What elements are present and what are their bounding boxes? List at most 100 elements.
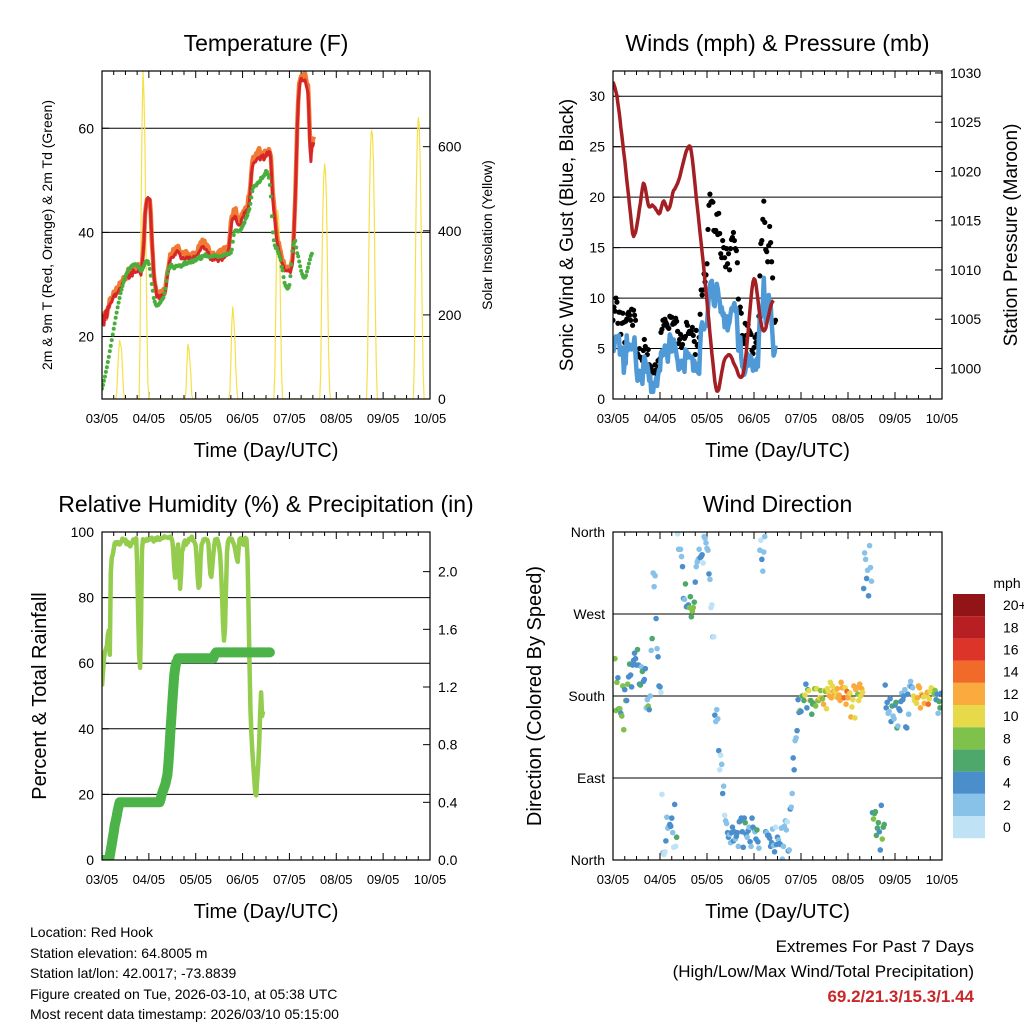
dewpoint-point [110,332,115,337]
wind-direction-point [702,535,708,542]
dewpoint-point [279,264,284,269]
x-tick-label: 05/05 [179,411,212,426]
wind-direction-point [617,705,623,712]
wind-direction-point [861,550,868,556]
gust-point [723,246,730,252]
panel-3: Wind Direction Time (Day/UTC) Direction (C… [524,491,958,923]
wind-direction-point [748,843,754,850]
wind-direction-point [834,685,841,692]
wind-direction-point [664,814,670,820]
dewpoint-point [305,265,310,270]
y-tick-label: 60 [78,120,94,136]
dewpoint-point [289,262,294,267]
wind-direction-point [756,845,762,851]
wind-direction-point [721,812,728,819]
dewpoint-point [287,282,292,287]
dewpoint-point [277,254,282,259]
dewpoint-point [111,326,116,331]
colorbar-label: 8 [1003,730,1011,746]
wind-direction-point [747,838,753,845]
wind-direction-point [628,684,635,690]
y2-tick-label: 200 [438,307,462,323]
gust-point [730,229,737,236]
dewpoint-point [104,365,109,370]
gust-point [615,320,621,326]
wind-direction-point [772,824,779,830]
wind-direction-point [672,843,679,850]
gust-point [765,259,771,265]
plot-border [612,70,943,400]
wind-direction-point [875,819,882,826]
y2-tick-label: 0.4 [438,794,458,810]
x-tick-label: 04/05 [133,411,166,426]
dewpoint-point [247,206,252,211]
wind-direction-point [897,707,903,714]
dewpoint-point [229,247,234,252]
dewpoint-point [162,291,167,296]
gust-point [688,328,694,334]
gust-point [713,227,719,234]
wind-direction-point [925,701,932,707]
dewpoint-point [103,369,108,374]
wind-direction-point [838,679,844,686]
wind-direction-point [759,556,765,563]
dewpoint-point [161,295,166,300]
wind-direction-point [907,678,914,685]
wind-direction-point [713,706,720,713]
colorbar-label: 6 [1003,753,1011,769]
panel-title: Wind Direction [703,491,853,517]
y2-tick-label: 0.8 [438,737,458,753]
wind-direction-point [801,697,807,704]
gust-point [689,324,695,330]
y-tick-label: 30 [589,88,605,104]
x-tick-label: 10/05 [926,872,959,887]
dewpoint-point [278,257,283,262]
wind-direction-point [706,571,712,577]
wind-direction-point [872,808,879,815]
wind-direction-point [699,551,705,558]
y-tick-label: 20 [78,786,94,802]
wind-direction-point [881,821,888,828]
gust-point [726,267,733,273]
series-total-precipitation [102,647,275,860]
wind-direction-point [850,696,856,703]
dewpoint-point [120,284,125,289]
wind-direction-point [667,823,674,830]
wind-direction-point [868,578,875,584]
wind-direction-point [655,654,661,660]
wind-direction-point [690,604,697,611]
y2-axis-label: Solar Insolation (Yellow) [479,160,495,310]
created-text: Figure created on Tue, 2026-03-10, at 05… [30,985,338,1002]
wind-direction-point [788,804,795,810]
colorbar-swatch [953,705,985,728]
wind-direction-point [620,726,627,733]
wind-direction-point [723,820,730,827]
y-tick-label: 100 [71,524,95,540]
gust-point [645,346,651,353]
wind-direction-point [829,683,836,689]
gust-point [720,237,726,244]
colorbar-label: 4 [1003,775,1011,791]
wind-direction-point [649,635,655,642]
x-axis-label: Time (Day/UTC) [705,901,850,923]
y-tick-label: East [577,770,605,786]
x-tick-label: 09/05 [879,411,912,426]
wind-direction-point [619,713,625,719]
wind-direction-point [866,542,873,549]
extremes-subtitle: (High/Low/Max Wind/Total Precipitation) [672,962,974,981]
y2-tick-label: 1000 [950,360,981,376]
gust-point [679,341,686,348]
y-tick-label: North [571,524,605,540]
x-tick-label: 03/05 [597,872,630,887]
colorbar: mph 0 2 4 6 8 10 12 14 16 18 20+ [953,575,1024,839]
gust-point [628,317,634,323]
y2-tick-label: 1020 [950,163,981,179]
gust-point [769,259,775,265]
wind-direction-point [687,593,694,600]
dewpoint-point [307,257,312,262]
colorbar-label: 12 [1003,686,1019,702]
gust-point [734,260,740,266]
wind-direction-point [937,705,942,711]
wind-direction-point [917,705,924,711]
dewpoint-point [280,268,285,273]
